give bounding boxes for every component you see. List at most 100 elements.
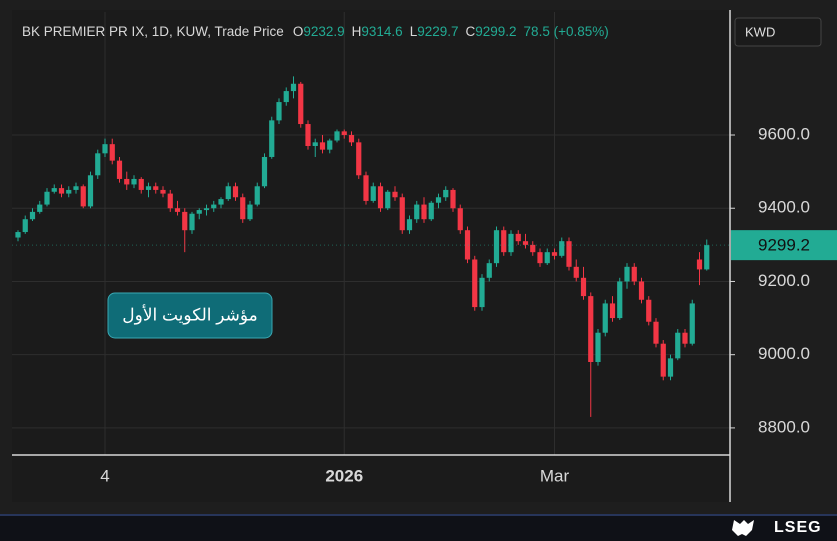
candle-body	[87, 175, 94, 207]
last-price-label: 9299.2	[758, 236, 810, 255]
candle-body	[399, 197, 405, 231]
candle-body	[95, 153, 101, 176]
candle-body	[290, 83, 297, 92]
ohlc-value: 9314.6	[361, 24, 402, 39]
candle-body	[392, 191, 398, 198]
candle-body	[421, 204, 427, 220]
candle-body	[660, 343, 666, 377]
grid	[12, 12, 730, 455]
candle-body	[211, 204, 217, 209]
candle-body	[348, 135, 355, 143]
candle-body	[450, 189, 456, 209]
candle-body	[696, 259, 703, 270]
chart-header: BK PREMIER PR IX, 1D, KUW, Trade Price O9…	[22, 24, 609, 39]
ohlc-label: H	[352, 24, 362, 39]
candle-body	[443, 189, 449, 198]
candle-body	[174, 208, 181, 212]
currency-label: KWD	[745, 24, 775, 39]
ohlc-label: O	[293, 24, 304, 39]
candle-body	[319, 142, 326, 150]
candle-body	[595, 332, 601, 363]
candle-body	[667, 358, 674, 377]
candle-body	[37, 204, 43, 212]
candle-body	[196, 210, 202, 214]
candle-body	[160, 189, 166, 194]
candle-body	[44, 191, 50, 205]
candle-body	[580, 277, 587, 297]
candle-body	[327, 140, 333, 150]
candle-body	[73, 186, 79, 190]
candle-body	[544, 252, 550, 264]
candle-body	[624, 266, 630, 282]
candle-body	[493, 230, 500, 264]
candle-body	[370, 186, 376, 201]
brand: LSEG	[774, 519, 822, 536]
candle-body	[218, 199, 224, 205]
candle-body	[566, 241, 572, 267]
candle-body	[203, 208, 210, 211]
candle-body	[537, 252, 543, 264]
candles	[15, 76, 710, 417]
candle-body	[530, 244, 536, 253]
candle-body	[58, 188, 65, 194]
candle-body	[638, 281, 645, 300]
candle-body	[356, 142, 362, 176]
candle-body	[377, 186, 384, 209]
candle-body	[573, 266, 579, 278]
candle-body	[617, 281, 623, 319]
candle-body	[334, 131, 340, 141]
candle-body	[298, 83, 304, 125]
candle-body	[145, 186, 152, 190]
currency-button[interactable]	[734, 17, 822, 47]
candle-body	[385, 191, 391, 209]
candle-body	[602, 303, 608, 333]
candle-body	[189, 213, 195, 231]
candle-body	[305, 124, 311, 146]
candle-body	[131, 178, 137, 185]
candle-body	[406, 219, 413, 231]
x-tick-label: 4	[100, 466, 109, 485]
candle-body	[51, 188, 57, 192]
ohlc-value: 9299.2	[475, 24, 516, 39]
candle-body	[341, 131, 347, 136]
candle-body	[653, 321, 659, 344]
annotation: مؤشر الكويت الأول	[122, 304, 257, 325]
y-tick-label: 8800.0	[758, 417, 810, 436]
candle-body	[102, 144, 108, 154]
candle-body	[29, 211, 36, 220]
x-tick-label: 2026	[325, 466, 363, 485]
candle-body	[138, 178, 144, 190]
candle-body	[682, 332, 688, 344]
candle-body	[472, 259, 478, 308]
candle-body	[109, 144, 115, 161]
y-tick-label: 9200.0	[758, 271, 810, 290]
candle-body	[486, 263, 492, 278]
y-tick-label: 9600.0	[758, 124, 810, 143]
candle-body	[312, 142, 318, 146]
candle-body	[276, 102, 282, 121]
plot-area	[12, 10, 730, 502]
candle-body	[522, 241, 529, 245]
candle-body	[508, 233, 514, 253]
candle-body	[609, 303, 616, 319]
candle-body	[559, 241, 565, 256]
last-price-box	[731, 230, 837, 261]
candle-body	[124, 178, 130, 185]
candle-body	[66, 189, 72, 194]
candle-body	[22, 219, 28, 233]
candle-body	[116, 160, 123, 179]
candle-body	[675, 332, 681, 359]
candle-body	[15, 232, 21, 238]
candle-body	[646, 299, 652, 322]
ohlc-label: L	[410, 24, 418, 39]
candle-body	[457, 208, 463, 231]
candle-body	[435, 197, 442, 203]
candle-body	[232, 186, 239, 198]
y-tick-label: 9400.0	[758, 198, 810, 217]
y-tick-label: 9000.0	[758, 344, 810, 363]
candle-body	[247, 204, 253, 220]
brand-logo	[732, 520, 754, 536]
candle-body	[501, 230, 507, 253]
candle-body	[479, 277, 485, 308]
candle-body	[551, 252, 558, 256]
